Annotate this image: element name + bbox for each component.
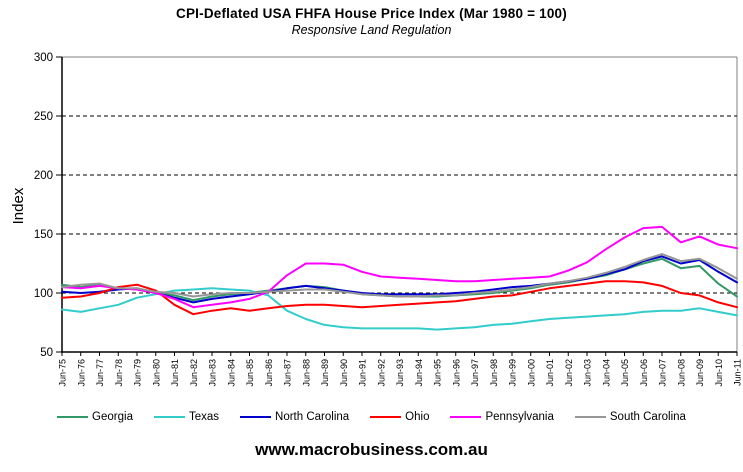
x-tick-label: Jun-06 [639, 359, 649, 387]
legend-line-swatch [450, 416, 482, 418]
line-chart-plot: 50 100 150 200 250 300 Jun-75 Jun-76 Jun-77 Jun-7… [34, 52, 743, 387]
legend-line-swatch [153, 416, 185, 418]
legend-item-north-carolina: North Carolina [240, 411, 349, 423]
legend-line-swatch [574, 416, 606, 418]
legend-label: Georgia [92, 411, 133, 423]
x-tick-label: Jun-03 [583, 359, 593, 387]
series-line-texas [61, 287, 738, 331]
site-url: www.macrobusiness.com.au [255, 440, 488, 459]
x-tick-label: Jun-00 [526, 359, 536, 387]
y-tick-label: 150 [34, 229, 53, 241]
legend-label: Texas [188, 411, 220, 423]
y-tick-label: 200 [34, 170, 53, 182]
x-tick-label: Jun-81 [170, 359, 180, 387]
x-tick-label: Jun-98 [489, 359, 499, 387]
x-tick-label: Jun-90 [339, 359, 349, 387]
x-tick-label: Jun-78 [114, 359, 124, 387]
legend-label: North Carolina [275, 411, 350, 423]
legend-item-pennsylvania: Pennsylvania [450, 411, 554, 423]
legend-label: South Carolina [609, 411, 686, 423]
x-tick-label: Jun-76 [76, 359, 86, 387]
x-tick-label: Jun-11 [733, 359, 743, 386]
x-tick-label: Jun-92 [376, 359, 386, 387]
legend-line-swatch [370, 416, 402, 418]
x-tick-label: Jun-96 [451, 359, 461, 387]
x-tick-label: Jun-05 [620, 359, 630, 387]
x-tick-label: Jun-10 [714, 359, 724, 387]
x-tick-label: Jun-79 [133, 359, 143, 387]
x-tick-label: Jun-77 [95, 359, 105, 387]
x-tick-label: Jun-89 [320, 359, 330, 387]
x-tick-label: Jun-09 [695, 359, 705, 387]
x-tick-label: Jun-80 [151, 359, 161, 387]
legend-label: Pennsylvania [485, 411, 554, 423]
legend-item-ohio: Ohio [370, 411, 429, 423]
x-tick-label: Jun-83 [208, 359, 218, 387]
y-tick-label: 100 [34, 288, 53, 300]
x-tick-label: Jun-75 [58, 359, 68, 387]
chart-subtitle: Responsive Land Regulation [291, 23, 452, 37]
series-line-ohio [61, 280, 738, 316]
x-tick-label: Jun-99 [508, 359, 518, 387]
legend-label: Ohio [405, 411, 430, 423]
legend-item-south-carolina: South Carolina [574, 411, 686, 423]
x-tick-label: Jun-08 [676, 359, 686, 387]
y-tick-label: 50 [40, 347, 53, 359]
x-tick-label: Jun-02 [564, 359, 574, 387]
chart-title: CPI-Deflated USA FHFA House Price Index … [176, 6, 567, 21]
x-tick-label: Jun-95 [433, 359, 443, 387]
legend-line-swatch [240, 416, 272, 418]
series-line-pennsylvania [61, 225, 738, 309]
x-tick-label: Jun-91 [358, 359, 368, 387]
series-line-south-carolina [61, 253, 738, 298]
x-tick-label: Jun-86 [264, 359, 274, 387]
x-tick-label: Jun-04 [601, 359, 611, 387]
x-tick-label: Jun-94 [414, 359, 424, 387]
x-tick-label: Jun-01 [545, 359, 555, 387]
x-tick-label: Jun-85 [245, 359, 255, 387]
x-tick-label: Jun-88 [301, 359, 311, 387]
x-tick-label: Jun-97 [470, 359, 480, 387]
legend-item-georgia: Georgia [57, 411, 133, 423]
x-tick-label: Jun-87 [283, 359, 293, 387]
y-tick-label: 300 [34, 52, 53, 64]
legend: Georgia Texas North Carolina Ohio Pennsy… [0, 411, 743, 423]
x-tick-label: Jun-07 [658, 359, 668, 387]
legend-item-texas: Texas [153, 411, 220, 423]
y-tick-label: 250 [34, 111, 53, 123]
x-tick-label: Jun-93 [395, 359, 405, 387]
legend-line-swatch [57, 416, 89, 418]
x-tick-label: Jun-82 [189, 359, 199, 387]
chart-header: CPI-Deflated USA FHFA House Price Index … [0, 6, 743, 37]
series-line-north-carolina [61, 255, 738, 304]
x-tick-label: Jun-84 [226, 359, 236, 387]
